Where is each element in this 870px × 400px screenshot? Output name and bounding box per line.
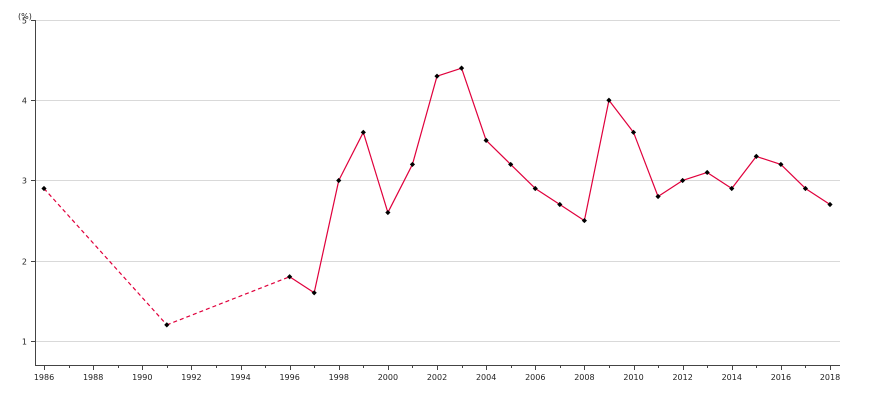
data-point-2015 [753,153,759,159]
series-segment [534,187,561,206]
x-tick-label: 2010 [623,373,643,382]
x-tick-label: 1990 [132,373,152,382]
x-tick-label: 1998 [329,373,349,382]
data-point-2003 [458,65,465,71]
series-segment [559,204,585,222]
series-segment [657,179,683,198]
series-segment [682,171,708,182]
x-tick-label: 2004 [476,373,496,382]
series-segment [780,163,806,189]
data-points [41,65,833,328]
data-point-1999 [360,129,366,135]
series-segment [510,163,536,189]
series-segment [731,156,757,189]
series-segment-dashed [43,188,168,326]
data-point-2001 [409,161,416,168]
series-segment [313,180,340,293]
data-point-2005 [508,161,514,168]
data-point-1998 [336,177,342,184]
series-segment [608,99,634,133]
x-tick-label: 2014 [722,373,742,382]
gridlines [35,20,840,342]
data-point-1997 [311,290,317,296]
series-segment [289,276,315,294]
x-tick-label: 2002 [427,373,447,382]
data-point-2007 [557,201,563,208]
data-point-1996 [287,274,293,280]
y-tick-label: 3 [22,177,27,186]
x-tick-label: 2000 [378,373,398,382]
series-segment [632,132,659,197]
series-segment [805,187,831,206]
x-tick-label: 2008 [574,373,594,382]
data-point-1986 [41,185,47,192]
data-point-2011 [655,193,661,200]
series-segment [436,67,462,77]
x-tick-label: 1986 [34,373,54,382]
series-segment [706,171,733,189]
series-lines [43,67,831,326]
series-segment-dashed [166,276,290,326]
data-point-2009 [606,97,612,103]
series-segment [362,132,389,213]
series-segment [338,132,364,181]
x-tick-label: 2012 [672,373,692,382]
series-segment [387,164,413,213]
y-unit-label: (%) [18,12,32,21]
data-point-2000 [385,209,391,216]
y-tick-label: 5 [22,17,27,26]
data-point-2017 [802,185,809,192]
series-segment [411,76,438,165]
y-tick-label: 4 [22,97,27,106]
data-point-2016 [778,161,784,168]
x-tick-label: 1996 [279,373,299,382]
series-segment [583,100,610,221]
x-tick-label: 1992 [181,373,201,382]
data-point-2004 [483,137,489,143]
data-point-2012 [680,177,686,184]
data-point-2013 [704,169,710,176]
x-tick-label: 2018 [820,373,840,382]
axes: 1 2 3 4 5 1986 1988 1990 1992 1994 1996 1998 2000 200… [22,17,840,383]
x-tick-label: 1994 [230,373,250,382]
x-tick-label: 1988 [83,373,103,382]
data-point-2010 [630,129,637,135]
x-tick-label: 2016 [771,373,791,382]
data-point-1991 [164,322,170,328]
series-segment [756,155,782,165]
data-point-2018 [827,201,833,208]
y-tick-label: 1 [22,338,27,347]
series-segment [460,67,487,141]
data-point-2006 [532,185,538,192]
data-point-2014 [729,185,735,192]
data-point-2002 [434,73,440,79]
series-segment [485,139,512,165]
y-tick-label: 2 [22,258,27,267]
data-point-2008 [581,217,587,224]
x-tick-label: 2006 [525,373,545,382]
